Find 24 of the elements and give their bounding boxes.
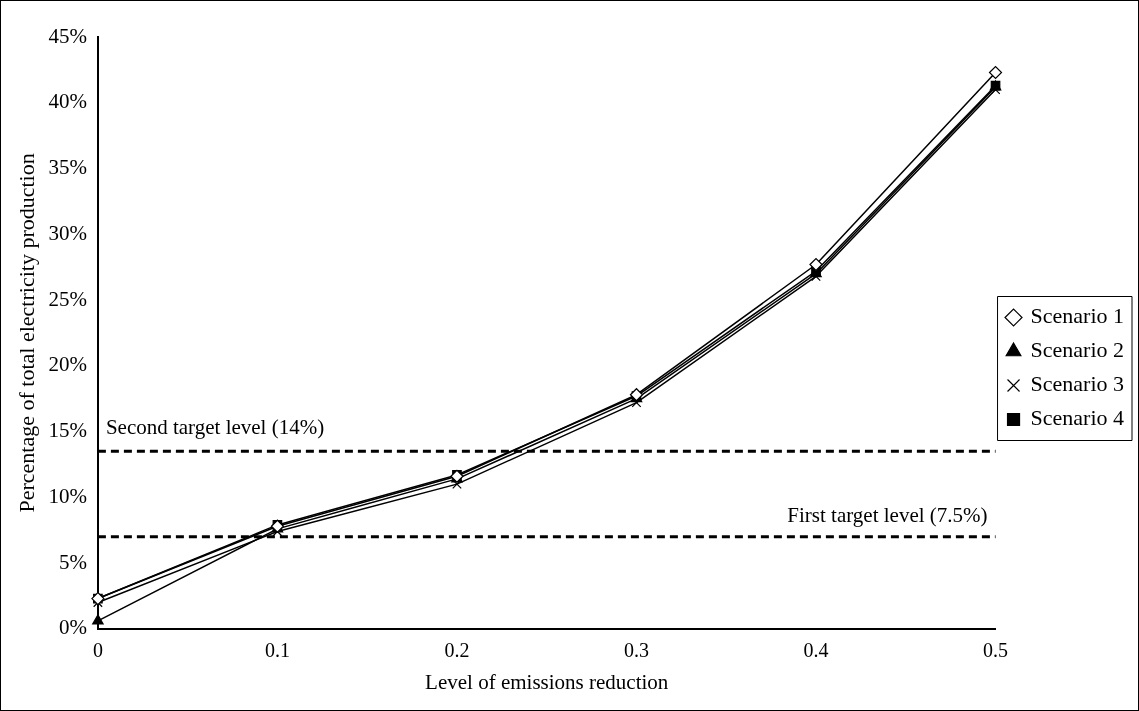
legend-label: Scenario 3 xyxy=(1030,371,1124,397)
x-tick-label: 0.5 xyxy=(983,639,1009,662)
x-tick-label: 0.2 xyxy=(444,639,470,662)
y-tick-label: 30% xyxy=(48,220,87,245)
y-tick-label: 25% xyxy=(48,286,87,311)
y-tick-label: 15% xyxy=(48,418,87,443)
y-tick-label: 45% xyxy=(48,23,87,48)
y-tick-label: 20% xyxy=(48,352,87,377)
y-tick-label: 40% xyxy=(48,89,87,114)
x-tick-label: 0 xyxy=(92,639,103,662)
legend-label: Scenario 4 xyxy=(1030,405,1124,431)
legend-label: Scenario 1 xyxy=(1030,303,1124,329)
x-tick-label: 0.4 xyxy=(803,639,829,662)
y-tick-label: 35% xyxy=(48,155,87,180)
y-tick-label: 5% xyxy=(58,549,87,574)
y-tick-label: 10% xyxy=(48,483,87,508)
x-tick-label: 0.3 xyxy=(623,639,649,662)
x-tick-label: 0.1 xyxy=(264,639,290,662)
legend-label: Scenario 2 xyxy=(1030,337,1124,363)
y-axis-title: Percentage of total electricity production xyxy=(13,153,39,513)
y-tick-label: 0% xyxy=(58,615,87,640)
x-axis-title: Level of emissions reduction xyxy=(425,669,669,694)
ref-line-label: Second target level (14%) xyxy=(105,415,325,440)
ref-line-label: First target level (7.5%) xyxy=(787,502,988,527)
